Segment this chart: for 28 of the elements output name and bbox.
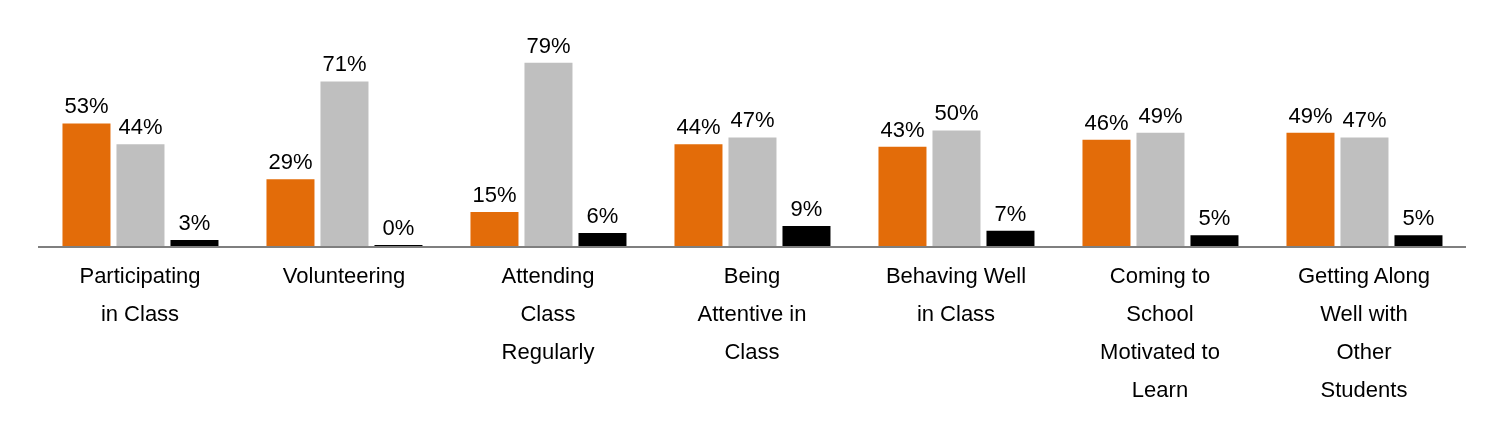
data-label: 15% <box>472 182 517 208</box>
data-label: 49% <box>1138 102 1183 128</box>
data-label: 5% <box>1402 205 1435 231</box>
data-label: 29% <box>268 149 313 175</box>
data-label: 47% <box>730 107 775 133</box>
x-tick-label: Attending Class Regularly <box>501 263 595 364</box>
data-label: 71% <box>322 51 367 77</box>
data-label: 79% <box>526 32 571 58</box>
x-tick-label: Getting Along Well with Other Students <box>1297 263 1431 402</box>
data-label: 6% <box>586 203 619 229</box>
x-tick-label: Participating in Class <box>79 263 201 326</box>
data-label: 0% <box>382 215 415 240</box>
data-label: 50% <box>934 100 979 126</box>
data-label: 53% <box>64 93 109 119</box>
x-tick-label: Coming to School Motivated to Learn <box>1100 263 1220 402</box>
data-label: 44% <box>676 114 721 140</box>
x-tick-label: Behaving Well in Class <box>885 263 1027 326</box>
data-label: 47% <box>1342 107 1387 133</box>
data-label: 3% <box>178 210 211 235</box>
data-label: 46% <box>1084 109 1129 135</box>
data-label: 9% <box>790 196 823 222</box>
x-tick-label: Volunteering <box>282 263 406 288</box>
data-label: 43% <box>880 116 925 142</box>
data-label: 49% <box>1288 102 1333 128</box>
data-label: 5% <box>1198 205 1231 231</box>
x-tick-label: Being Attentive in Class <box>697 263 807 364</box>
data-label: 7% <box>994 200 1027 226</box>
data-label: 44% <box>118 114 163 140</box>
